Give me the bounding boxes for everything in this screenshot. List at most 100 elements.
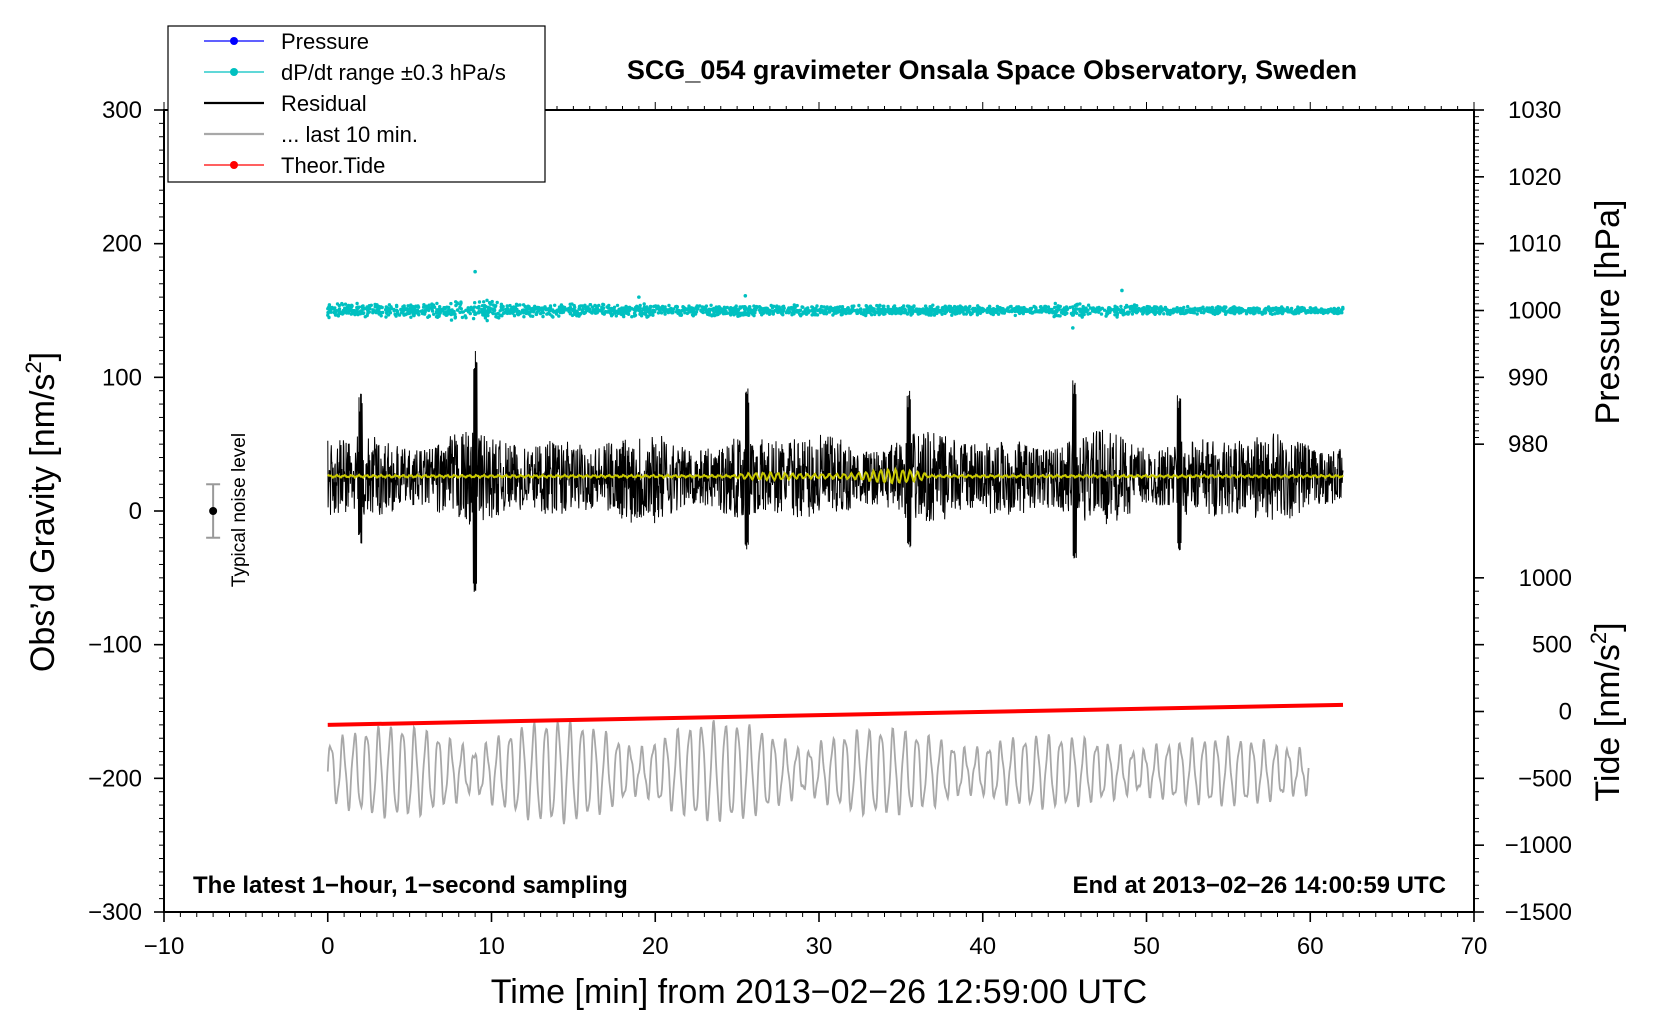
dpdt-outlier [473, 269, 477, 274]
dpdt-point [798, 312, 802, 316]
dpdt-point [698, 304, 702, 308]
legend-swatch-marker [230, 161, 238, 169]
dpdt-point [358, 309, 363, 314]
dpdt-point [1133, 310, 1138, 314]
dpdt-point [928, 306, 932, 310]
dpdt-point [931, 303, 935, 307]
dpdt-point [491, 307, 495, 312]
dpdt-point [1269, 307, 1274, 311]
dpdt-point [943, 304, 947, 308]
noise-level-label: Typical noise level [229, 433, 250, 587]
series-theor-tide [327, 702, 1344, 727]
dpdt-point [941, 309, 945, 313]
dpdt-point [416, 304, 420, 308]
dpdt-point [1147, 305, 1152, 309]
dpdt-point [414, 309, 418, 313]
dpdt-point [1308, 306, 1313, 310]
dpdt-point [630, 315, 634, 319]
dpdt-point [579, 311, 583, 316]
dpdt-point [902, 304, 906, 308]
dpdt-point [601, 302, 605, 306]
dpdt-point [656, 311, 661, 315]
dpdt-point [964, 312, 968, 316]
dpdt-point [405, 312, 409, 316]
dpdt-point [534, 312, 538, 316]
dpdt-point [1013, 313, 1017, 318]
dpdt-point [460, 310, 465, 314]
dpdt-point [1078, 309, 1082, 313]
y-tick-label-left: 0 [129, 498, 142, 525]
dpdt-point [749, 308, 753, 312]
dpdt-point [1244, 312, 1249, 316]
dpdt-point [831, 313, 835, 317]
dpdt-point [758, 308, 763, 312]
dpdt-point [331, 307, 336, 311]
legend-swatch-marker [230, 68, 238, 76]
dpdt-point [1306, 310, 1311, 314]
dpdt-point [850, 308, 854, 313]
dpdt-point [803, 308, 807, 312]
dpdt-point [1034, 308, 1038, 312]
dpdt-point [666, 310, 671, 315]
dpdt-point [453, 316, 457, 320]
dpdt-point [482, 300, 486, 304]
noise-center-dot [209, 507, 218, 515]
dpdt-point [1223, 309, 1227, 313]
dpdt-point [352, 310, 356, 314]
y-label-left-sup: 2 [21, 361, 46, 373]
y-tick-label-left: 100 [102, 364, 142, 391]
dpdt-point [1289, 306, 1294, 311]
dpdt-point [601, 306, 605, 310]
dpdt-point [649, 305, 653, 309]
dpdt-point [810, 313, 814, 317]
dpdt-point [1061, 308, 1065, 312]
dpdt-point [1158, 312, 1162, 316]
y-label-tide-main: Tide [nm/s [1589, 644, 1627, 801]
dpdt-point [626, 312, 631, 316]
dpdt-point [605, 310, 609, 314]
dpdt-point [1090, 307, 1094, 311]
dpdt-point [736, 308, 741, 312]
dpdt-point [988, 310, 993, 315]
dpdt-point [1086, 303, 1091, 307]
dpdt-point [722, 309, 727, 313]
dpdt-point [615, 303, 620, 308]
dpdt-point [477, 304, 481, 309]
dpdt-point [768, 312, 772, 316]
dpdt-point [443, 306, 447, 310]
dpdt-point [487, 301, 492, 305]
dpdt-point [1052, 314, 1056, 319]
dpdt-point [1247, 310, 1252, 314]
dpdt-point [795, 310, 800, 314]
dpdt-point [707, 309, 712, 313]
dpdt-point [985, 310, 989, 314]
tide-tick-label: 0 [1559, 699, 1572, 726]
noise-level-indicator [206, 483, 221, 539]
dpdt-point [593, 303, 597, 308]
dpdt-point [474, 312, 478, 316]
dpdt-point [967, 307, 971, 312]
dpdt-point [842, 310, 846, 314]
dpdt-point [464, 316, 468, 320]
dpdt-point [460, 315, 465, 320]
dpdt-point [744, 306, 748, 310]
dpdt-point [505, 308, 509, 312]
dpdt-point [1032, 304, 1036, 309]
dpdt-point [375, 305, 379, 309]
dpdt-point [455, 308, 460, 312]
dpdt-point [729, 306, 733, 310]
dpdt-point [1157, 307, 1162, 311]
dpdt-point [348, 307, 352, 311]
dpdt-point [1064, 305, 1069, 309]
dpdt-point [1237, 306, 1241, 310]
dpdt-point [422, 312, 427, 316]
dpdt-point [1240, 307, 1244, 312]
dpdt-point [333, 313, 338, 317]
dpdt-point [1022, 305, 1026, 310]
dpdt-point [846, 311, 850, 315]
dpdt-point [1260, 312, 1264, 316]
dpdt-point [488, 309, 492, 314]
dpdt-point [555, 308, 559, 312]
dpdt-point [639, 311, 643, 315]
dpdt-point [1218, 305, 1222, 309]
